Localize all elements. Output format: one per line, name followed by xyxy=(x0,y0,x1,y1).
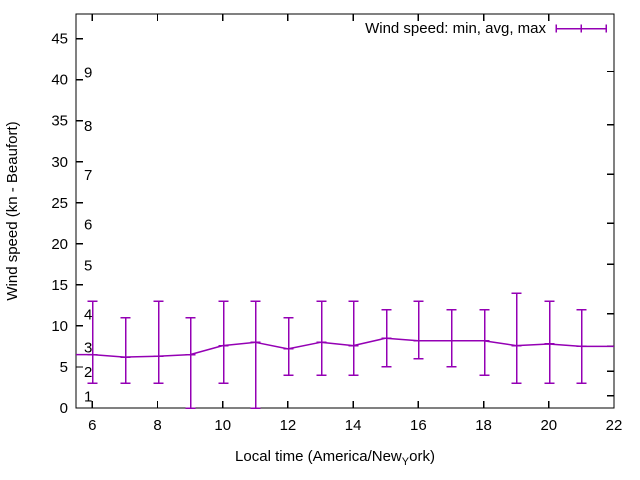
x-tick-label: 8 xyxy=(153,417,161,434)
x-tick-label: 18 xyxy=(475,417,492,434)
x-tick-label: 14 xyxy=(345,417,362,434)
y-tick-label-knots: 5 xyxy=(60,359,68,376)
y-tick-label-knots: 20 xyxy=(51,236,68,253)
y-tick-label-knots: 35 xyxy=(51,113,68,130)
y-tick-label-beaufort: 9 xyxy=(84,64,92,81)
legend-label: Wind speed: min, avg, max xyxy=(365,20,546,37)
x-tick-label: 20 xyxy=(540,417,557,434)
error-bar xyxy=(544,300,555,385)
y-tick-label-beaufort: 4 xyxy=(84,307,92,324)
x-axis-ticks: 6 8 10 12 14 16 18 20 22 xyxy=(88,401,622,434)
y-tick-label-knots: 25 xyxy=(51,195,68,212)
y-tick-label-knots: 40 xyxy=(51,72,68,89)
error-bar xyxy=(250,300,261,409)
error-bar xyxy=(185,316,196,409)
error-bar xyxy=(120,316,131,385)
x-tick-label: 22 xyxy=(606,417,623,434)
y-tick-label-knots: 15 xyxy=(51,277,68,294)
x-tick-label: 16 xyxy=(410,417,427,434)
y-tick-label-beaufort: 1 xyxy=(84,389,92,406)
y-tick-label-beaufort: 3 xyxy=(84,339,92,356)
error-bar xyxy=(218,300,229,385)
y-tick-label-beaufort: 8 xyxy=(84,118,92,135)
y-tick-label-beaufort: 6 xyxy=(84,216,92,233)
error-bar xyxy=(446,308,457,368)
error-bar xyxy=(153,300,164,385)
y-tick-label-beaufort: 7 xyxy=(84,167,92,184)
y-tick-label-beaufort: 2 xyxy=(84,364,92,381)
x-axis-title: Local time (America/NewYork) xyxy=(235,448,435,468)
error-bar xyxy=(479,308,490,376)
x-tick-label: 12 xyxy=(280,417,297,434)
y-tick-label-knots: 30 xyxy=(51,154,68,171)
x-tick-label: 6 xyxy=(88,417,96,434)
y-tick-label-knots: 0 xyxy=(60,400,68,417)
y-tick-label-knots: 45 xyxy=(51,31,68,48)
avg-series-line xyxy=(76,337,614,358)
x-tick-label: 10 xyxy=(214,417,231,434)
error-bar xyxy=(283,316,294,376)
error-bar xyxy=(511,292,522,385)
y-axis-title: Wind speed (kn - Beaufort) xyxy=(4,121,21,300)
error-bars-group xyxy=(87,292,587,409)
y-axis-ticks-knots: 0 5 10 15 20 25 30 35 40 45 xyxy=(51,31,83,417)
error-bar xyxy=(413,300,424,360)
y-tick-label-beaufort: 5 xyxy=(84,257,92,274)
legend-errorbar-icon xyxy=(555,24,607,33)
error-bar xyxy=(316,300,327,376)
plot-frame xyxy=(75,13,615,409)
y-axis-labels-beaufort: 1 2 3 4 5 6 7 8 9 xyxy=(84,64,92,405)
x-axis-ticks-top xyxy=(91,14,615,21)
legend: Wind speed: min, avg, max xyxy=(365,20,607,37)
y-tick-label-knots: 10 xyxy=(51,318,68,335)
error-bar xyxy=(348,300,359,376)
